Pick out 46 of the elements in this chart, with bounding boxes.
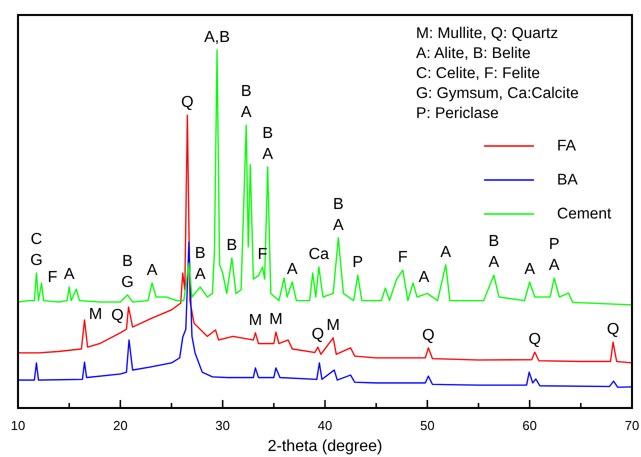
x-tick-label: 50 — [420, 418, 435, 433]
annotation: B A — [194, 244, 206, 282]
annotation: P: Periclase — [416, 105, 499, 122]
legend-label: FA — [557, 138, 577, 154]
annotation: Q — [606, 320, 620, 338]
annotation: B — [226, 236, 238, 254]
x-tick-label: 40 — [318, 418, 332, 433]
annotation: A — [286, 260, 298, 278]
annotation: M — [88, 305, 102, 322]
x-tick-label: 10 — [10, 418, 26, 433]
x-axis-title: 2-theta (degree) — [268, 438, 382, 455]
annotation: Q — [312, 326, 324, 343]
annotation: A — [418, 268, 430, 286]
annotation: B A — [488, 232, 500, 271]
legend-label: Cement — [557, 206, 612, 222]
annotation: B A — [262, 124, 274, 163]
text: M: Mullite, Q: Quartz — [416, 25, 558, 42]
x-tick-label: 30 — [215, 418, 230, 433]
annotation: A — [64, 265, 75, 282]
annotation: A — [440, 243, 452, 260]
annotation: P A — [548, 236, 560, 274]
annotation: M — [248, 311, 262, 328]
annotation: C G — [30, 230, 43, 269]
annotation: C: Celite, F: Felite — [416, 65, 540, 82]
x-tick-label: 60 — [522, 418, 537, 433]
x-tick-label: 20 — [113, 418, 128, 433]
annotation: M — [326, 316, 340, 334]
annotation: Ca — [308, 245, 330, 262]
annotation: B A — [332, 195, 344, 234]
legend-label: BA — [557, 172, 578, 188]
annotation: A: Alite, B: Belite — [416, 45, 531, 62]
annotation: Q — [181, 94, 194, 111]
annotation: A,B — [204, 28, 230, 46]
annotation: Q — [528, 330, 542, 348]
annotation: B G — [121, 252, 134, 290]
annotation: Q — [111, 306, 124, 324]
annotation: M — [269, 310, 283, 328]
annotation: F — [48, 268, 58, 286]
x-tick-label: 70 — [624, 418, 640, 433]
annotation: P — [352, 254, 364, 271]
annotation: A — [524, 260, 536, 278]
annotation: A — [146, 262, 158, 279]
annotation: G: Gymsum, Ca:Calcite — [416, 85, 579, 102]
annotation: F — [398, 248, 408, 266]
annotation: Q — [422, 326, 435, 344]
annotation: B A — [240, 82, 252, 121]
